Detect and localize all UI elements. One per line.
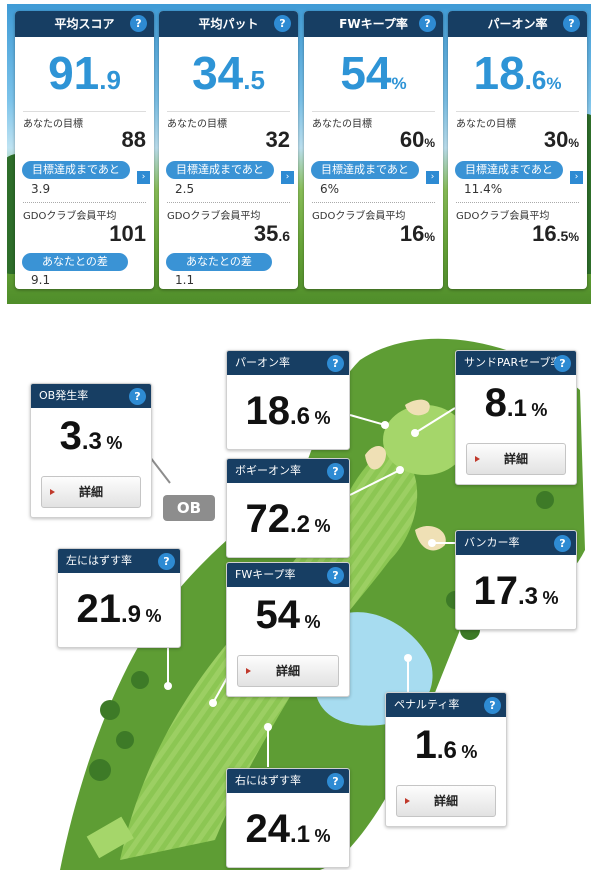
card-title: 平均スコア bbox=[54, 17, 115, 31]
help-icon[interactable]: ? bbox=[554, 355, 571, 372]
member-average-value: 16% bbox=[399, 221, 435, 246]
card-title: FWキープ率 bbox=[339, 17, 408, 31]
stat-title: OB発生率 bbox=[39, 389, 89, 402]
main-value: 34.5 bbox=[192, 47, 265, 99]
goal-label: あなたの目標 bbox=[167, 119, 227, 130]
difference-label: あなたとの差 bbox=[22, 253, 128, 271]
help-icon[interactable]: ? bbox=[327, 773, 344, 790]
summary-panel: 平均スコア ? 91.9 あなたの目標 88 目標達成まであと › 3.9 GD… bbox=[7, 4, 591, 304]
member-average-value: 101 bbox=[109, 221, 146, 246]
main-value: 18.6% bbox=[473, 47, 562, 99]
stat-card-bogey: ボギーオン率 ? 72.2 % bbox=[226, 458, 350, 558]
member-average-value: 16.5% bbox=[532, 221, 579, 246]
help-icon[interactable]: ? bbox=[327, 355, 344, 372]
stat-value: 1.6 % bbox=[414, 723, 478, 767]
gap-value: 2.5 bbox=[175, 182, 195, 196]
detail-button[interactable]: 詳細 bbox=[41, 476, 141, 508]
stat-value: 17.3 % bbox=[473, 569, 559, 613]
goal-value: 60% bbox=[399, 127, 435, 152]
ob-marker: OB bbox=[163, 495, 215, 521]
stat-title: パーオン率 bbox=[235, 356, 290, 369]
stat-value: 8.1 % bbox=[484, 381, 548, 425]
difference-value: 1.1 bbox=[175, 273, 195, 287]
arrow-right-icon[interactable]: › bbox=[281, 171, 294, 184]
stat-value: 54 % bbox=[255, 593, 321, 637]
help-icon[interactable]: ? bbox=[563, 15, 580, 32]
member-average-label: GDOクラブ会員平均 bbox=[312, 211, 406, 222]
summary-card: 平均パット ? 34.5 あなたの目標 32 目標達成まであと › 2.5 GD… bbox=[159, 11, 298, 289]
stat-title: ペナルティ率 bbox=[394, 698, 460, 711]
help-icon[interactable]: ? bbox=[554, 535, 571, 552]
main-value: 91.9 bbox=[48, 47, 121, 99]
goal-value: 30% bbox=[543, 127, 579, 152]
member-average-value: 35.6 bbox=[253, 221, 290, 246]
member-average-label: GDOクラブ会員平均 bbox=[23, 211, 117, 222]
stat-card-sandpar: サンドPARセーブ率 ? 8.1 % 詳細 bbox=[455, 350, 577, 485]
help-icon[interactable]: ? bbox=[129, 388, 146, 405]
stat-title: バンカー率 bbox=[464, 536, 520, 549]
member-average-label: GDOクラブ会員平均 bbox=[456, 211, 550, 222]
gap-label: 目標達成まであと bbox=[311, 161, 419, 179]
help-icon[interactable]: ? bbox=[327, 567, 344, 584]
goal-label: あなたの目標 bbox=[312, 119, 372, 130]
stat-card-paron: パーオン率 ? 18.6 % bbox=[226, 350, 350, 450]
difference-label: あなたとの差 bbox=[166, 253, 272, 271]
help-icon[interactable]: ? bbox=[158, 553, 175, 570]
goal-label: あなたの目標 bbox=[456, 119, 516, 130]
stat-title: ボギーオン率 bbox=[235, 464, 301, 477]
card-title: パーオン率 bbox=[487, 17, 548, 31]
stat-card-bunker: バンカー率 ? 17.3 % bbox=[455, 530, 577, 630]
stat-title: FWキープ率 bbox=[235, 568, 296, 581]
summary-card: 平均スコア ? 91.9 あなたの目標 88 目標達成まであと › 3.9 GD… bbox=[15, 11, 154, 289]
bunker-area bbox=[405, 399, 430, 416]
stat-card-ob: OB発生率 ? 3.3 % 詳細 bbox=[30, 383, 152, 518]
stat-value: 72.2 % bbox=[245, 497, 331, 541]
help-icon[interactable]: ? bbox=[419, 15, 436, 32]
goal-value: 88 bbox=[121, 127, 146, 152]
difference-value: 9.1 bbox=[31, 273, 51, 287]
gap-value: 3.9 bbox=[31, 182, 51, 196]
stat-value: 3.3 % bbox=[59, 414, 123, 458]
gap-label: 目標達成まであと bbox=[166, 161, 274, 179]
stat-value: 21.9 % bbox=[76, 587, 162, 631]
green-area bbox=[383, 405, 467, 475]
card-title: 平均パット bbox=[198, 17, 259, 31]
help-icon[interactable]: ? bbox=[130, 15, 147, 32]
help-icon[interactable]: ? bbox=[327, 463, 344, 480]
goal-label: あなたの目標 bbox=[23, 119, 83, 130]
tee-area bbox=[86, 816, 134, 859]
detail-button[interactable]: 詳細 bbox=[466, 443, 566, 475]
arrow-right-icon[interactable]: › bbox=[426, 171, 439, 184]
summary-card: パーオン率 ? 18.6% あなたの目標 30% 目標達成まであと › 11.4… bbox=[448, 11, 587, 289]
course-map: OB OB発生率 ? 3.3 % 詳細 パーオン率 ? 18.6 % ボギーオン… bbox=[0, 300, 600, 870]
stat-card-left: 左にはずす率 ? 21.9 % bbox=[57, 548, 181, 648]
summary-card: FWキープ率 ? 54% あなたの目標 60% 目標達成まであと › 6% GD… bbox=[304, 11, 443, 289]
arrow-right-icon[interactable]: › bbox=[137, 171, 150, 184]
main-value: 54% bbox=[340, 47, 407, 99]
stat-card-fw: FWキープ率 ? 54 % 詳細 bbox=[226, 562, 350, 697]
stat-value: 18.6 % bbox=[245, 389, 331, 433]
stat-title: サンドPARセーブ率 bbox=[464, 356, 562, 369]
gap-label: 目標達成まであと bbox=[22, 161, 130, 179]
help-icon[interactable]: ? bbox=[274, 15, 291, 32]
gap-value: 11.4% bbox=[464, 182, 503, 196]
help-icon[interactable]: ? bbox=[484, 697, 501, 714]
stat-title: 右にはずす率 bbox=[235, 774, 301, 787]
goal-value: 32 bbox=[265, 127, 290, 152]
stat-title: 左にはずす率 bbox=[66, 554, 132, 567]
member-average-label: GDOクラブ会員平均 bbox=[167, 211, 261, 222]
stat-card-penalty: ペナルティ率 ? 1.6 % 詳細 bbox=[385, 692, 507, 827]
detail-button[interactable]: 詳細 bbox=[396, 785, 496, 817]
gap-label: 目標達成まであと bbox=[455, 161, 563, 179]
arrow-right-icon[interactable]: › bbox=[570, 171, 583, 184]
stat-card-right: 右にはずす率 ? 24.1 % bbox=[226, 768, 350, 868]
detail-button[interactable]: 詳細 bbox=[237, 655, 339, 687]
gap-value: 6% bbox=[320, 182, 340, 196]
stat-value: 24.1 % bbox=[245, 807, 331, 851]
